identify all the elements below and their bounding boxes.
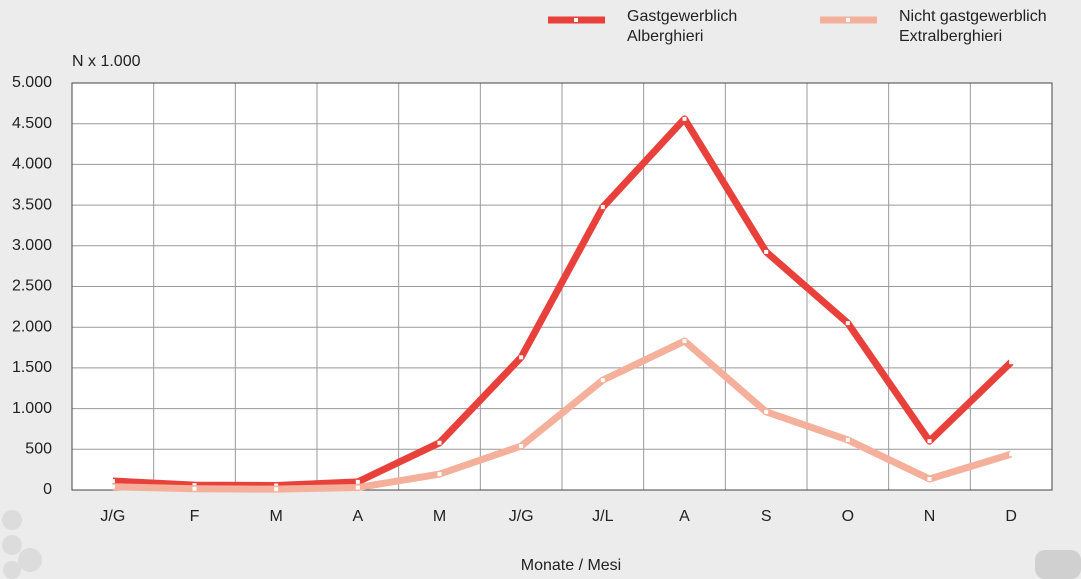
point-marker [764,410,768,414]
y-tick-label: 500 [25,441,52,458]
chart-svg: N x 1.000 Monate / Mesi 0 500 1.000 1.500 2.… [0,0,1081,579]
point-marker [846,438,850,442]
x-tick-label: N [924,508,936,525]
point-marker [111,479,115,483]
x-tick-label: J/L [592,508,613,525]
point-marker [683,339,687,343]
y-tick-label: 0 [43,481,52,498]
legend-label: Nicht gastgewerblich Extralberghieri [899,7,1047,47]
y-tick-label: 4.000 [12,156,52,173]
x-tick-label: M [270,508,283,525]
point-marker [1009,360,1013,364]
y-tick-label: 3.000 [12,237,52,254]
point-marker [928,439,932,443]
y-tick-label: 1.000 [12,400,52,417]
x-tick-label: F [190,508,200,525]
x-tick-label: D [1005,508,1017,525]
point-marker [601,378,605,382]
x-tick-label: O [842,508,854,525]
point-marker [601,205,605,209]
legend-label: Gastgewerblich Alberghieri [627,7,737,47]
x-tick-label: J/G [100,508,125,525]
point-marker [519,444,523,448]
y-tick-label: 4.500 [12,115,52,132]
legend-marker-dot [574,18,578,22]
y-tick-label: 5.000 [12,74,52,91]
point-marker [764,250,768,254]
point-marker [928,477,932,481]
x-axis-label: Monate / Mesi [521,557,621,574]
x-tick-label: J/G [509,508,534,525]
y-tick-label: 3.500 [12,196,52,213]
y-tick-label: 2.500 [12,278,52,295]
point-marker [356,480,360,484]
point-marker [1009,452,1013,456]
y-tick-label: 1.500 [12,359,52,376]
point-marker [438,441,442,445]
point-marker [519,355,523,359]
legend-marker-dot [846,18,850,22]
point-marker [111,485,115,489]
x-tick-label: A [352,508,363,525]
point-marker [193,487,197,491]
y-axis-label: N x 1.000 [72,53,141,70]
point-marker [683,117,687,121]
point-marker [846,321,850,325]
x-tick-label: S [761,508,772,525]
point-marker [356,486,360,490]
x-tick-label: M [433,508,446,525]
point-marker [438,472,442,476]
x-tick-label: A [679,508,690,525]
y-tick-label: 2.000 [12,318,52,335]
chart: N x 1.000 Monate / Mesi 0 500 1.000 1.500 2.… [0,0,1081,579]
point-marker [274,487,278,491]
